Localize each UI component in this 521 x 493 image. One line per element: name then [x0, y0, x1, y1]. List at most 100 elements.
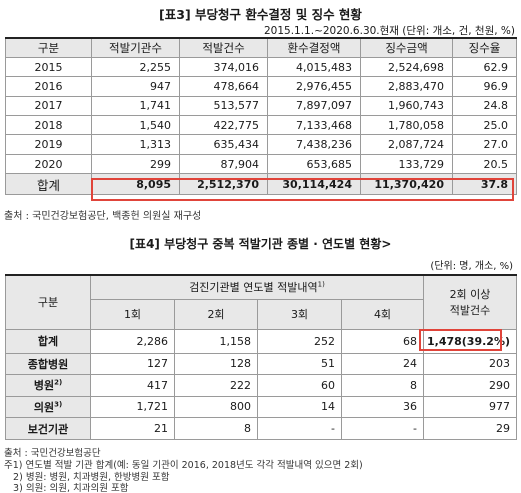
orgs-cell: 1,540 [91, 115, 180, 136]
count-cell: 1,721 [90, 395, 175, 419]
rate-cell: 25.0 [452, 115, 517, 136]
decided-cell: 653,685 [267, 153, 361, 175]
row-label: 의원3) [5, 395, 91, 419]
cases-cell: 478,664 [179, 76, 268, 97]
table1-title: [표3] 부당청구 환수결정 및 징수 현황 [159, 7, 362, 22]
repeat-cell: 29 [423, 417, 517, 440]
row-label-text: 의원 [33, 400, 55, 414]
collected-cell: 2,087,724 [360, 134, 453, 155]
year-cell: 2016 [5, 76, 92, 97]
table-row: 2017 1,741 513,577 7,897,097 1,960,743 2… [5, 95, 517, 117]
count-cell: 60 [257, 374, 342, 397]
table-row: 보건기관 21 8 - - 29 [5, 417, 517, 440]
row-label: 병원2) [5, 374, 91, 397]
row-label: 종합병원 [5, 352, 91, 376]
row-label-text: 보건기관 [27, 422, 69, 436]
count-cell: 800 [174, 395, 258, 419]
collected-cell: 2,883,470 [360, 76, 453, 97]
table2-note-2: 2) 병원: 병원, 치과병원, 한방병원 포함 [4, 472, 170, 483]
cases-cell: 422,775 [179, 115, 268, 136]
table2-header-group: 검진기관별 연도별 적발내역1) [90, 274, 424, 300]
header-last-line2: 적발건수 [449, 304, 491, 318]
table-row: 종합병원 127 128 51 24 203 [5, 352, 517, 376]
repeat-cell: 290 [423, 374, 517, 397]
count-cell: 14 [257, 395, 342, 419]
decided-cell: 4,015,483 [267, 56, 361, 78]
rate-cell: 20.5 [452, 153, 517, 175]
total-highlight-box [91, 178, 514, 201]
year-cell: 2020 [5, 153, 92, 175]
table1-source: 출처 : 국민건강보험공단, 백종헌 의원실 재구성 [4, 211, 202, 222]
decided-cell: 7,438,236 [267, 134, 361, 155]
decided-cell: 2,976,455 [267, 76, 361, 97]
count-cell: 21 [90, 417, 175, 440]
row-label-text: 병원 [33, 379, 55, 393]
collected-cell: 1,960,743 [360, 95, 453, 117]
table2-header-row-top: 구분 검진기관별 연도별 적발내역1) 2회 이상 적발건수 [5, 274, 517, 330]
table2-header-last: 2회 이상 적발건수 [423, 274, 517, 330]
count-cell: - [341, 417, 424, 440]
rate-cell: 62.9 [452, 56, 517, 78]
header-col-3: 3회 [257, 298, 342, 330]
table1-header-orgs: 적발기관수 [91, 37, 180, 58]
count-cell: 417 [90, 374, 175, 397]
count-cell: 68 [341, 328, 424, 354]
table1-header-decided: 환수결정액 [267, 37, 361, 58]
footnote-marker: 1) [317, 280, 325, 289]
count-cell: 2,286 [90, 328, 175, 354]
table2-header-row-bottom: 1회 2회 3회 4회 [6, 298, 517, 330]
orgs-cell: 1,313 [91, 134, 180, 155]
total-label: 합계 [5, 173, 92, 196]
row-label-text: 합계 [37, 335, 59, 348]
orgs-cell: 299 [91, 153, 180, 175]
year-cell: 2015 [5, 56, 92, 78]
collected-cell: 1,780,058 [360, 115, 453, 136]
table-row: 합계 2,286 1,158 252 68 1,478(39.2%) [5, 328, 517, 354]
rate-cell: 27.0 [452, 134, 517, 155]
table-row: 의원3) 1,721 800 14 36 977 [5, 395, 517, 419]
table-row: 2020 299 87,904 653,685 133,729 20.5 [5, 153, 517, 175]
table1-meta: 2015.1.1.~2020.6.30.현재 (단위: 개소, 건, 천원, %… [263, 25, 515, 37]
count-cell: 222 [174, 374, 258, 397]
count-cell: 252 [257, 328, 342, 354]
table-row: 2019 1,313 635,434 7,438,236 2,087,724 2… [5, 134, 517, 155]
table1: 구분 적발기관수 적발건수 환수결정액 징수금액 징수율 2015 2,255 … [5, 37, 517, 196]
count-cell: 36 [341, 395, 424, 419]
collected-cell: 2,524,698 [360, 56, 453, 78]
table-row: 2016 947 478,664 2,976,455 2,883,470 96.… [5, 76, 517, 97]
header-col-4: 4회 [341, 298, 424, 330]
count-cell: 127 [90, 352, 175, 376]
count-cell: 128 [174, 352, 258, 376]
table-row: 병원2) 417 222 60 8 290 [5, 374, 517, 397]
table1-header-rate: 징수율 [452, 37, 517, 58]
decided-cell: 7,897,097 [267, 95, 361, 117]
table1-header-collected: 징수금액 [360, 37, 453, 58]
decided-cell: 7,133,468 [267, 115, 361, 136]
table1-header-gubun: 구분 [5, 37, 92, 58]
orgs-cell: 2,255 [91, 56, 180, 78]
footnote-marker: 3) [54, 400, 63, 409]
table2-note-source: 출처 : 국민건강보험공단 [4, 448, 101, 459]
orgs-cell: 1,741 [91, 95, 180, 117]
table2: 구분 검진기관별 연도별 적발내역1) 2회 이상 적발건수 1회 2회 3회 … [5, 274, 517, 440]
count-cell: 51 [257, 352, 342, 376]
row-label: 합계 [5, 328, 91, 354]
year-cell: 2018 [5, 115, 92, 136]
table2-meta: (단위: 명, 개소, %) [430, 261, 513, 272]
table2-title: [표4] 부당청구 중복 적발기관 종별 · 연도별 현황> [129, 237, 392, 251]
table2-header-gubun: 구분 [5, 274, 91, 330]
cases-cell: 87,904 [179, 153, 268, 175]
count-cell: - [257, 417, 342, 440]
table2-note-1: 주1) 연도별 적발 기관 합계(예: 동일 기관이 2016, 2018년도 … [4, 460, 363, 471]
cases-cell: 635,434 [179, 134, 268, 155]
orgs-cell: 947 [91, 76, 180, 97]
rate-cell: 24.8 [452, 95, 517, 117]
header-col-1: 1회 [90, 298, 175, 330]
footnote-marker: 2) [54, 378, 63, 387]
header-last-line1: 2회 이상 [449, 288, 491, 302]
repeat-cell: 203 [423, 352, 517, 376]
header-col-2: 2회 [174, 298, 258, 330]
count-cell: 24 [341, 352, 424, 376]
table2-header-group-label: 검진기관별 연도별 적발내역 [189, 281, 318, 295]
cases-cell: 374,016 [179, 56, 268, 78]
